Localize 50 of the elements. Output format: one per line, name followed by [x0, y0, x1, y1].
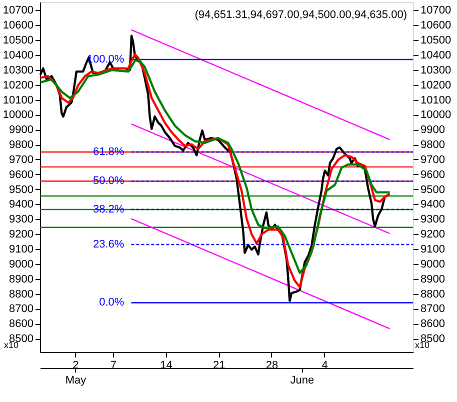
- x-tick-label: 4: [322, 360, 328, 372]
- y-tick-label: 9400: [9, 198, 34, 211]
- y-tick-label: 9000: [9, 258, 34, 270]
- y2-tick-label: 10400: [420, 49, 452, 62]
- y-tick-label: 8900: [9, 273, 34, 286]
- y2-tick-label: 8800: [420, 288, 445, 300]
- y-tick-label: 9700: [9, 154, 34, 166]
- y2-tick-label: 10000: [420, 109, 452, 122]
- y-tick-label: 10000: [2, 109, 34, 122]
- y2-tick-label: 9000: [420, 258, 445, 270]
- y2-tick-label: 10100: [420, 94, 452, 106]
- y-tick-label: 10400: [2, 49, 34, 62]
- y2-tick-label: 9700: [420, 154, 445, 166]
- y-tick-label: 9500: [9, 184, 34, 196]
- y-tick-label: 9200: [9, 228, 34, 241]
- y2-tick-label: 9600: [420, 168, 445, 181]
- y-tick-label: 10200: [2, 79, 34, 92]
- y2-tick-label: 10300: [420, 64, 452, 76]
- y-tick-label: 10100: [2, 94, 34, 106]
- y-tick-label: 10700: [2, 4, 34, 17]
- y2-tick-label: 9500: [420, 184, 445, 196]
- y-tick-label: 9100: [9, 244, 34, 256]
- y2-tick-label: 8700: [420, 303, 445, 316]
- y2-tick-label: 10500: [420, 34, 452, 47]
- y-tick-label: 9300: [9, 214, 34, 226]
- y-tick-label: 8600: [9, 318, 34, 330]
- y-tick-label: 9800: [9, 139, 34, 152]
- y-tick-label: 10500: [2, 34, 34, 47]
- x2-tick-label: June: [290, 374, 314, 386]
- annotation: 23.6%: [93, 238, 124, 251]
- y-tick-label: 10600: [2, 20, 34, 32]
- y-tick-label: 10300: [2, 64, 34, 76]
- y-tick-label: 8700: [9, 303, 34, 316]
- x2-tick-label: May: [65, 374, 87, 386]
- y-tick-label: 8800: [9, 288, 34, 300]
- y2-tick-label: 10600: [420, 20, 452, 32]
- y2-tick-label: 8600: [420, 318, 445, 330]
- y2-tick-label: 9100: [420, 244, 445, 256]
- y-tick-label: 9600: [9, 168, 34, 181]
- y-tick-label: 9900: [9, 124, 34, 136]
- y2-tick-label: 9800: [420, 139, 445, 152]
- y2-tick-label: 9900: [420, 124, 445, 136]
- y2-tick-label: 10200: [420, 79, 452, 92]
- y2-tick-label: 10700: [420, 4, 452, 17]
- y2-tick-label: 9400: [420, 198, 445, 211]
- y2-tick-label: 8900: [420, 273, 445, 286]
- annotation: 0.0%: [99, 296, 124, 309]
- y2-tick-label: 9300: [420, 214, 445, 226]
- y2-tick-label: 9200: [420, 228, 445, 241]
- text: (94,651.31,94,697.00,94,500.00,94,635.00): [194, 9, 407, 21]
